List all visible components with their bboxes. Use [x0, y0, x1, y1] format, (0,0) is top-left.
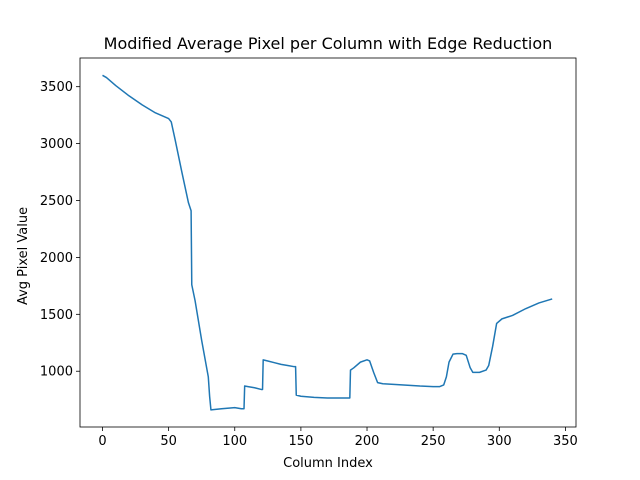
x-tick-label: 50: [160, 434, 177, 449]
chart-title: Modified Average Pixel per Column with E…: [104, 34, 553, 53]
x-tick-label: 0: [98, 434, 106, 449]
x-tick-label: 150: [288, 434, 313, 449]
y-tick-label: 1500: [40, 308, 73, 323]
y-axis-label: Avg Pixel Value: [16, 207, 31, 305]
plot-area: 0 50 100 150 200 250 300 350 1000 1500 2000 2500 300…: [40, 57, 578, 449]
axes-frame: [79, 57, 577, 428]
y-tick-label: 2000: [40, 251, 73, 266]
y-tick-label: 3500: [40, 80, 73, 95]
x-tick-label: 200: [355, 434, 380, 449]
y-tick-label: 1000: [40, 365, 73, 380]
series-line-0: [102, 74, 553, 411]
x-tick-label: 350: [553, 434, 578, 449]
y-tick-label: 3000: [40, 137, 73, 152]
y-tick-label: 2500: [40, 194, 73, 209]
x-tick-label: 300: [487, 434, 512, 449]
x-tick-label: 100: [222, 434, 247, 449]
x-axis-label: Column Index: [283, 456, 373, 471]
x-tick-label: 250: [421, 434, 446, 449]
